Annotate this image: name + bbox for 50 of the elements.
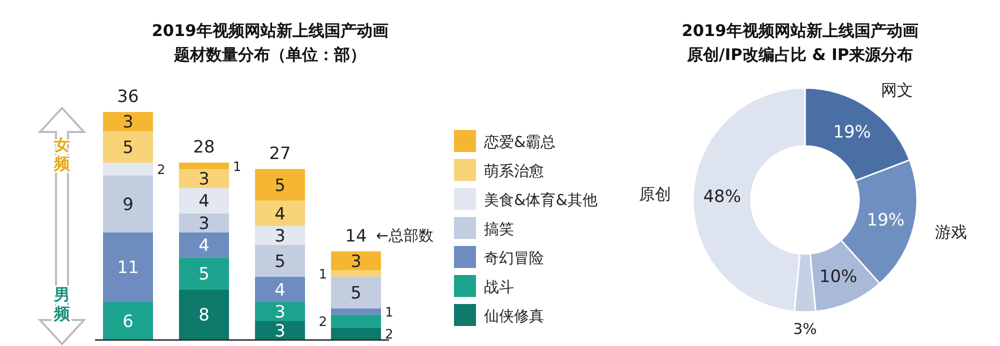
data-label: 5 bbox=[274, 252, 286, 272]
data-label: 6 bbox=[122, 312, 134, 332]
slice-label: 原创 bbox=[639, 184, 672, 204]
data-label: 10% bbox=[819, 267, 858, 288]
data-label: 2 bbox=[385, 328, 394, 343]
data-label: 5 bbox=[122, 138, 134, 158]
data-label: 2 bbox=[157, 163, 166, 178]
data-label: 4 bbox=[198, 236, 210, 256]
text: 男频 bbox=[53, 285, 71, 323]
data-label: 4 bbox=[274, 204, 286, 224]
legend-label: 萌系治愈 bbox=[484, 162, 544, 180]
data-label: 1 bbox=[318, 268, 327, 282]
legend-label: 仙侠修真 bbox=[484, 307, 544, 325]
data-label: 1 bbox=[385, 306, 394, 320]
data-label: 3 bbox=[274, 302, 286, 322]
legend-label: 美食&体育&其他 bbox=[484, 191, 598, 209]
data-label: 3 bbox=[198, 214, 210, 234]
data-label: 3 bbox=[198, 170, 210, 190]
data-label: 5 bbox=[274, 176, 286, 196]
data-label: 3 bbox=[274, 226, 286, 246]
data-label: 11 bbox=[117, 258, 139, 278]
data-label: 4 bbox=[274, 280, 286, 300]
legend-label: 搞笑 bbox=[484, 220, 514, 238]
data-label: 3% bbox=[793, 320, 817, 338]
total-label: 36 bbox=[117, 87, 139, 107]
chart-title: 2019年视频网站新上线国产动画题材数量分布（单位：部） bbox=[152, 21, 388, 64]
legend-label: 恋爱&霸总 bbox=[483, 133, 556, 151]
data-label: 3 bbox=[350, 252, 362, 272]
data-label: 4 bbox=[198, 192, 210, 212]
data-label: 5 bbox=[198, 264, 210, 284]
total-label: 27 bbox=[269, 144, 291, 164]
data-label: 8 bbox=[198, 306, 210, 326]
data-label: 2 bbox=[318, 315, 327, 330]
data-label: 19% bbox=[866, 210, 905, 231]
data-label: 3 bbox=[274, 322, 286, 342]
total-label: 14 bbox=[345, 226, 367, 246]
data-label: 9 bbox=[122, 194, 134, 215]
data-label: 19% bbox=[833, 122, 871, 143]
data-label: 1 bbox=[233, 160, 242, 175]
data-label: 5 bbox=[350, 284, 362, 304]
text: 女频 bbox=[53, 135, 71, 173]
slice-label: 游戏 bbox=[935, 222, 968, 242]
data-label: 48% bbox=[703, 187, 741, 208]
legend-label: 奇幻冒险 bbox=[484, 249, 544, 267]
legend-label: 战斗 bbox=[484, 278, 514, 296]
chart-title: 2019年视频网站新上线国产动画原创/IP改编占比 & IP来源分布 bbox=[682, 21, 918, 64]
data-label: 3 bbox=[122, 112, 134, 132]
total-label: 28 bbox=[193, 138, 215, 158]
annotation: ←总部数 bbox=[376, 226, 434, 244]
slice-label: 网文 bbox=[880, 80, 913, 100]
